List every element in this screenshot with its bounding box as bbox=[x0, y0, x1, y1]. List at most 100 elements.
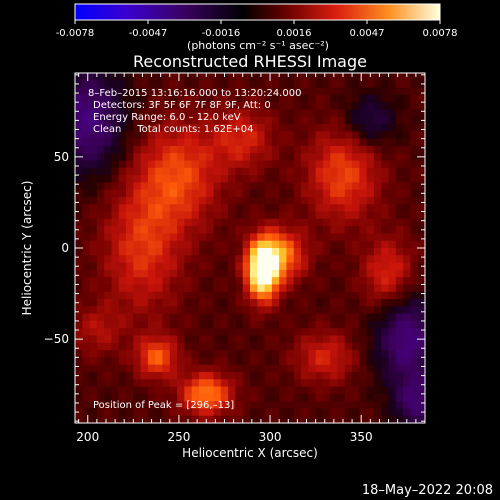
heatmap-cell bbox=[373, 393, 382, 402]
heatmap-cell bbox=[198, 124, 207, 132]
heatmap-cell bbox=[162, 371, 171, 380]
heatmap-cell bbox=[191, 277, 200, 286]
heatmap-cell bbox=[250, 211, 258, 220]
heatmap-cell bbox=[104, 255, 113, 264]
heatmap-cell bbox=[228, 342, 237, 351]
heatmap-cell bbox=[373, 262, 382, 271]
heatmap-cell bbox=[82, 94, 91, 103]
heatmap-cell bbox=[126, 211, 134, 220]
heatmap-cell bbox=[301, 320, 309, 329]
heatmap-cell bbox=[126, 364, 134, 373]
heatmap-cell bbox=[191, 211, 200, 220]
heatmap-cell bbox=[264, 109, 273, 118]
heatmap-cell bbox=[250, 189, 258, 198]
heatmap-cell bbox=[228, 357, 237, 366]
heatmap-cell bbox=[373, 248, 382, 256]
heatmap-cell bbox=[75, 131, 83, 140]
heatmap-cell bbox=[242, 335, 251, 344]
heatmap-cell bbox=[264, 153, 273, 162]
heatmap-cell bbox=[301, 109, 309, 118]
heatmap-cell bbox=[155, 80, 164, 89]
heatmap-cell bbox=[104, 87, 113, 96]
heatmap-cell bbox=[89, 196, 98, 205]
heatmap-cell bbox=[169, 153, 178, 162]
heatmap-cell bbox=[271, 182, 280, 191]
heatmap-cell bbox=[381, 262, 390, 271]
heatmap-cell bbox=[337, 386, 346, 395]
heatmap-cell bbox=[82, 240, 91, 249]
heatmap-cell bbox=[133, 277, 142, 286]
heatmap-cell bbox=[96, 153, 105, 162]
heatmap-cell bbox=[169, 284, 178, 293]
heatmap-cell bbox=[279, 342, 288, 351]
heatmap-cell bbox=[133, 299, 142, 307]
heatmap-cell bbox=[322, 291, 331, 300]
heatmap-cell bbox=[337, 124, 346, 132]
heatmap-cell bbox=[250, 233, 258, 242]
heatmap-cell bbox=[293, 211, 302, 220]
heatmap-cell bbox=[75, 350, 83, 358]
heatmap-cell bbox=[293, 218, 302, 227]
heatmap-cell bbox=[417, 342, 425, 351]
heatmap-cell bbox=[250, 218, 258, 227]
heatmap-cell bbox=[162, 350, 171, 358]
heatmap-cell bbox=[388, 189, 397, 198]
heatmap-cell bbox=[177, 102, 185, 111]
heatmap-cell bbox=[388, 80, 397, 89]
heatmap-cell bbox=[373, 357, 382, 366]
heatmap-cell bbox=[271, 328, 280, 337]
heatmap-cell bbox=[322, 102, 331, 111]
heatmap-cell bbox=[301, 328, 309, 337]
heatmap-cell bbox=[279, 291, 288, 300]
heatmap-cell bbox=[322, 379, 331, 388]
heatmap-cell bbox=[126, 167, 134, 176]
heatmap-cell bbox=[191, 328, 200, 337]
heatmap-cell bbox=[111, 196, 120, 205]
heatmap-cell bbox=[220, 153, 229, 162]
heatmap-cell bbox=[198, 233, 207, 242]
heatmap-cell bbox=[381, 408, 390, 417]
heatmap-cell bbox=[206, 269, 215, 278]
heatmap-cell bbox=[104, 124, 113, 132]
heatmap-cell bbox=[410, 342, 419, 351]
heatmap-cell bbox=[162, 401, 171, 410]
heatmap-cell bbox=[228, 182, 237, 191]
heatmap-cell bbox=[257, 204, 266, 213]
heatmap-cell bbox=[337, 226, 346, 235]
heatmap-cell bbox=[250, 153, 258, 162]
heatmap-cell bbox=[330, 342, 339, 351]
heatmap-cell bbox=[293, 299, 302, 307]
heatmap-cell bbox=[82, 226, 91, 235]
heatmap-cell bbox=[89, 167, 98, 176]
heatmap-cell bbox=[271, 167, 280, 176]
heatmap-cell bbox=[82, 364, 91, 373]
heatmap-cell bbox=[75, 182, 83, 191]
heatmap-cell bbox=[337, 291, 346, 300]
heatmap-cell bbox=[220, 386, 229, 395]
heatmap-cell bbox=[403, 393, 412, 402]
heatmap-cell bbox=[118, 73, 127, 81]
heatmap-cell bbox=[301, 335, 309, 344]
heatmap-cell bbox=[250, 393, 258, 402]
heatmap-cell bbox=[388, 211, 397, 220]
heatmap-cell bbox=[133, 284, 142, 293]
heatmap-cell bbox=[147, 167, 156, 176]
heatmap-cell bbox=[155, 211, 164, 220]
heatmap-cell bbox=[162, 357, 171, 366]
heatmap-cell bbox=[403, 408, 412, 417]
heatmap-cell bbox=[184, 299, 193, 307]
heatmap-cell bbox=[104, 226, 113, 235]
heatmap-cell bbox=[330, 226, 339, 235]
heatmap-cell bbox=[410, 182, 419, 191]
heatmap-cell bbox=[133, 335, 142, 344]
heatmap-cell bbox=[286, 350, 295, 358]
heatmap-cell bbox=[147, 189, 156, 198]
heatmap-cell bbox=[337, 138, 346, 147]
heatmap-cell bbox=[89, 357, 98, 366]
heatmap-cell bbox=[279, 248, 288, 256]
heatmap-cell bbox=[235, 357, 244, 366]
heatmap-cell bbox=[147, 182, 156, 191]
heatmap-cell bbox=[140, 269, 149, 278]
heatmap-cell bbox=[155, 204, 164, 213]
heatmap-cell bbox=[155, 408, 164, 417]
